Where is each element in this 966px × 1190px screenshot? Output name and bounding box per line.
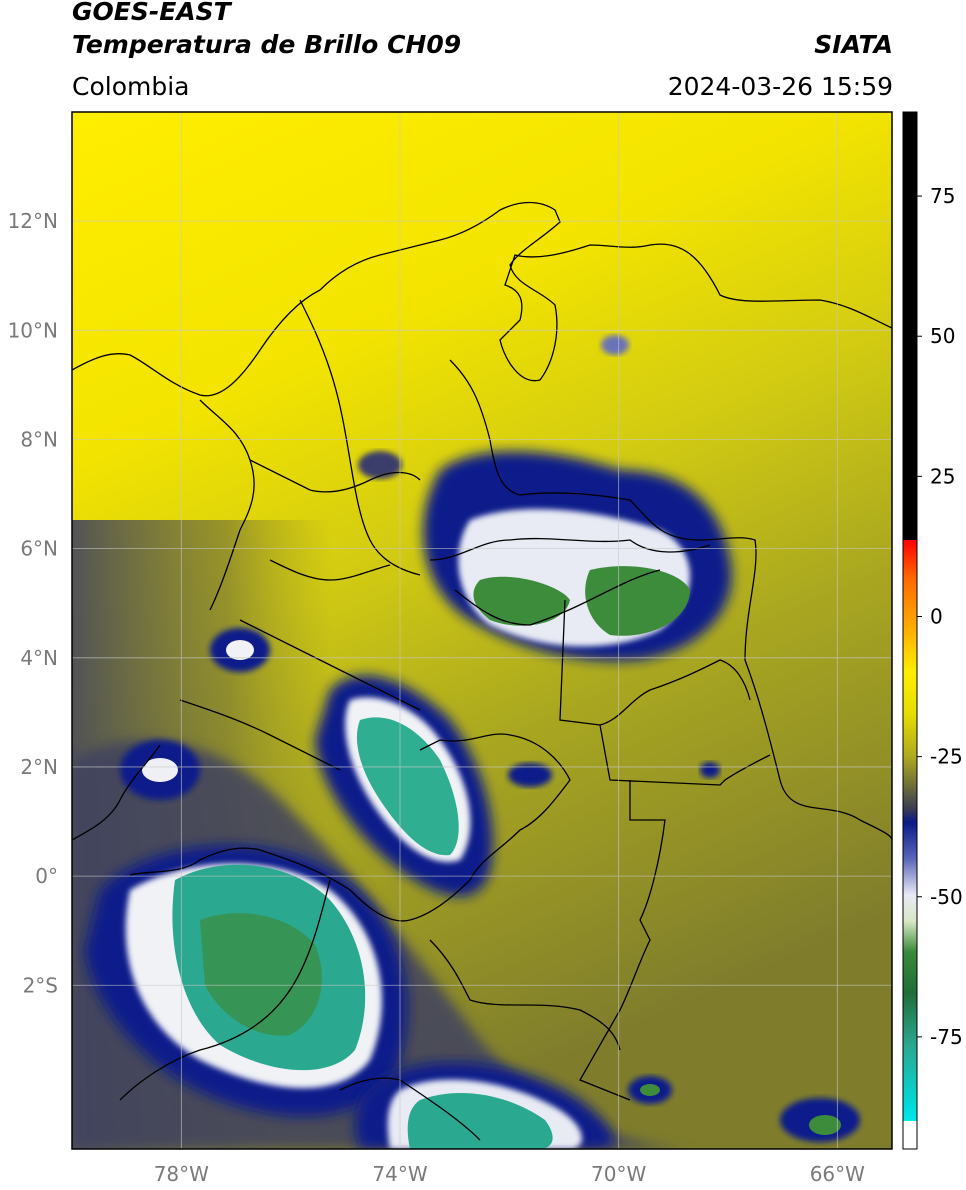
colorbar: 75 50 25 0 -25 -50 -75 — [902, 111, 963, 1150]
graticule — [72, 112, 892, 1149]
map-raster — [72, 112, 892, 1149]
convective-system-central — [315, 675, 493, 897]
longitude-labels: 78°W 74°W 70°W 66°W — [154, 1162, 865, 1186]
convective-system-south — [355, 1062, 614, 1149]
lat-tick-label: 4°N — [20, 646, 58, 670]
lat-tick-label: 2°S — [23, 973, 58, 997]
colorbar-tick-label: 0 — [930, 604, 943, 628]
lon-tick-label: 70°W — [591, 1162, 646, 1186]
title-satellite: GOES-EAST — [72, 0, 231, 26]
colorbar-gradient — [903, 112, 917, 1149]
lat-tick-label: 8°N — [20, 427, 58, 451]
organization-label: SIATA — [814, 30, 893, 59]
lon-tick-label: 78°W — [154, 1162, 209, 1186]
lat-tick-label: 6°N — [20, 537, 58, 561]
lat-tick-label: 12°N — [8, 209, 58, 233]
colorbar-tick-label: 25 — [930, 464, 955, 488]
coastline-and-borders — [72, 201, 892, 1141]
colorbar-tick-label: -75 — [930, 1025, 963, 1049]
small-cloud-cells — [120, 335, 860, 1142]
colorbar-tick-label: 50 — [930, 324, 955, 348]
map-frame — [71, 111, 893, 1150]
colorbar-tick-label: -50 — [930, 885, 963, 909]
lat-tick-label: 10°N — [8, 318, 58, 342]
lon-tick-label: 74°W — [372, 1162, 427, 1186]
convective-system-east — [423, 451, 732, 661]
region-label: Colombia — [72, 72, 190, 101]
colorbar-ticks: 75 50 25 0 -25 -50 -75 — [917, 184, 963, 1049]
timestamp-label: 2024-03-26 15:59 — [667, 72, 893, 101]
title-product: Temperatura de Brillo CH09 — [72, 30, 462, 59]
latitude-labels: 12°N 10°N 8°N 6°N 4°N 2°N 0° 2°S — [8, 209, 58, 997]
colorbar-tick-label: 75 — [930, 184, 955, 208]
colorbar-frame — [902, 111, 918, 1150]
lat-tick-label: 2°N — [20, 755, 58, 779]
colorbar-tick-label: -25 — [930, 745, 963, 769]
lat-tick-label: 0° — [35, 864, 58, 888]
lon-tick-label: 66°W — [810, 1162, 865, 1186]
convective-system-southwest — [85, 845, 408, 1117]
